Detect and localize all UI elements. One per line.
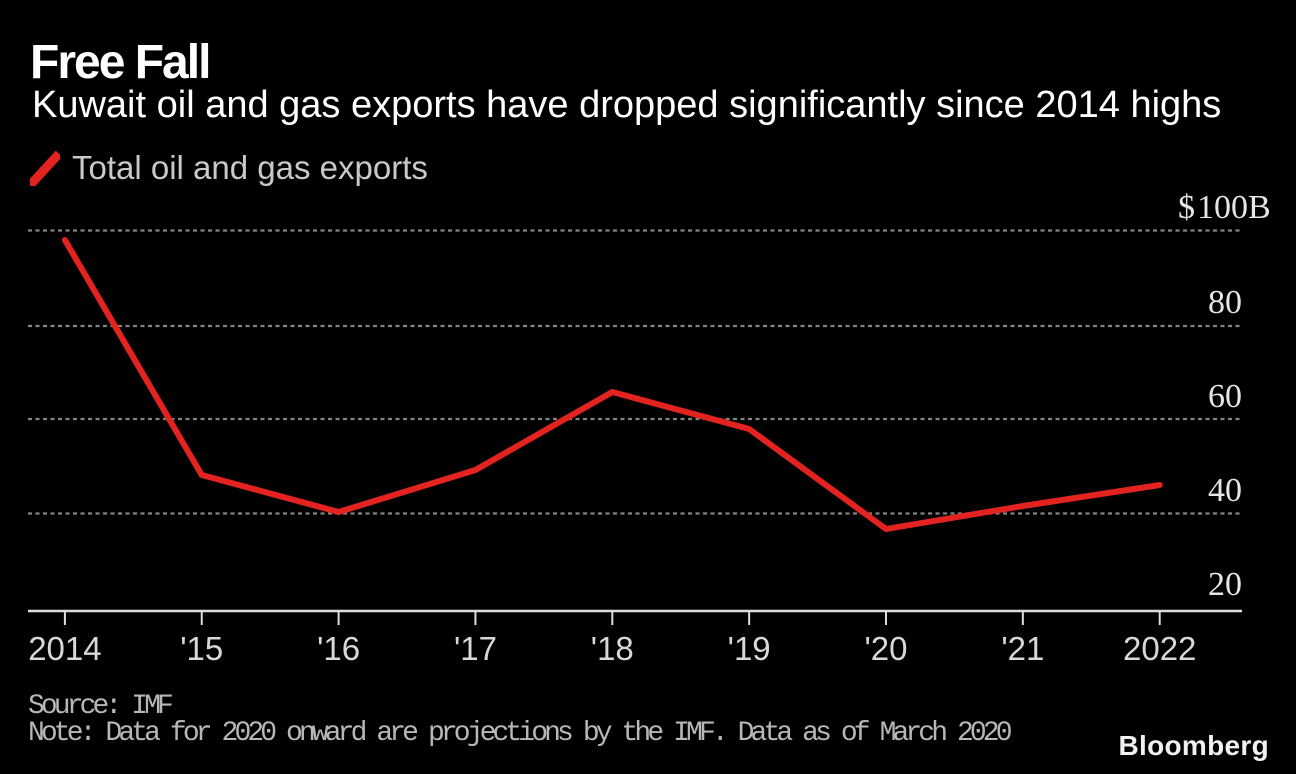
svg-text:'21: '21 [1001, 630, 1044, 667]
svg-text:20: 20 [1208, 566, 1242, 603]
svg-text:$100B: $100B [1178, 189, 1271, 226]
svg-text:'15: '15 [180, 630, 223, 667]
svg-text:80: 80 [1208, 284, 1242, 321]
svg-text:'16: '16 [317, 630, 360, 667]
svg-text:'20: '20 [864, 630, 907, 667]
svg-text:'17: '17 [454, 630, 497, 667]
svg-text:2014: 2014 [28, 630, 101, 667]
svg-text:60: 60 [1208, 378, 1242, 415]
svg-text:40: 40 [1208, 472, 1242, 509]
svg-text:2022: 2022 [1123, 630, 1196, 667]
svg-text:'18: '18 [591, 630, 634, 667]
svg-text:'19: '19 [728, 630, 771, 667]
